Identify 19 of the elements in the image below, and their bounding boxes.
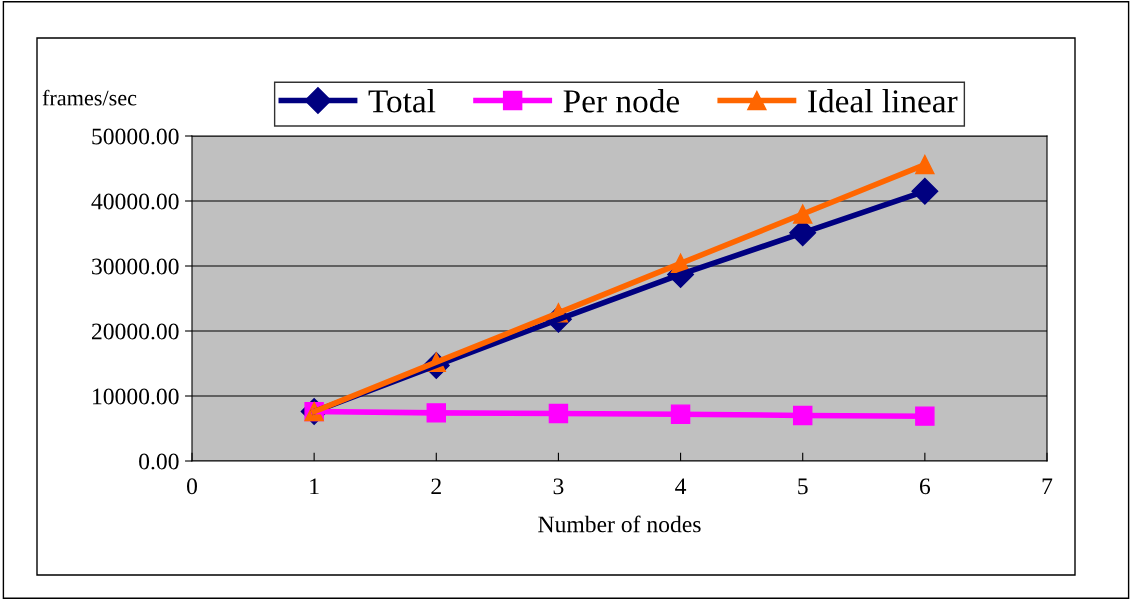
y-tick-label: 0.00 (139, 453, 179, 470)
y-axis-title: frames/sec (42, 89, 137, 106)
y-tick-label: 10000.00 (93, 388, 179, 405)
legend-label: Ideal linear (808, 89, 958, 113)
x-tick-label: 7 (1042, 478, 1053, 495)
x-tick-label: 4 (675, 478, 687, 495)
x-tick-label: 1 (310, 478, 319, 495)
x-tick-label: 2 (431, 478, 441, 495)
x-tick-label: 5 (798, 478, 808, 495)
x-tick-label: 6 (919, 478, 931, 495)
x-axis-title: Number of nodes (538, 515, 701, 533)
y-tick-label: 30000.00 (92, 258, 179, 275)
y-tick-label: 40000.00 (91, 193, 179, 210)
legend-label: Total (368, 89, 436, 113)
legend-label: Per node (563, 89, 680, 113)
y-tick-label: 20000.00 (92, 323, 179, 340)
x-tick-label: 3 (553, 478, 564, 495)
x-tick-label: 0 (187, 478, 197, 495)
y-tick-label: 50000.00 (92, 128, 179, 145)
